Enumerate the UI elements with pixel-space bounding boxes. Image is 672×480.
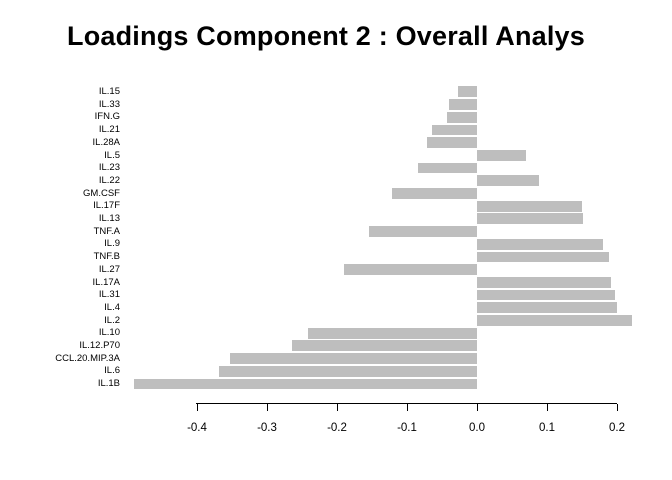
bar-row: IL.28A — [0, 136, 672, 149]
category-label: IL.6 — [104, 365, 120, 377]
bar — [229, 353, 477, 364]
bar — [427, 137, 477, 149]
bar-row: IL.12.P70 — [0, 340, 672, 353]
bar-row: IFN.G — [0, 111, 672, 124]
bar-row: IL.2 — [0, 314, 672, 327]
category-label: IL.22 — [98, 174, 120, 186]
bar — [477, 238, 603, 250]
bar — [446, 111, 477, 123]
x-axis-tick — [617, 403, 618, 411]
bar — [291, 340, 477, 352]
bar — [477, 149, 526, 161]
category-label: IL.17A — [92, 276, 120, 288]
category-label: IL.17F — [93, 200, 120, 212]
bar-row: IL.9 — [0, 238, 672, 251]
category-label: IL.13 — [98, 213, 120, 225]
x-axis-tick-label: -0.2 — [327, 422, 347, 434]
bar — [418, 162, 477, 174]
bar — [431, 124, 477, 136]
x-axis-tick — [407, 403, 408, 411]
bar-row: IL.13 — [0, 213, 672, 226]
bar-row: IL.22 — [0, 174, 672, 187]
bar-row: TNF.A — [0, 225, 672, 238]
category-label: IL.1B — [97, 378, 120, 390]
x-axis-tick — [547, 403, 548, 411]
x-axis-tick-label: -0.4 — [187, 422, 207, 434]
bar-row: IL.17A — [0, 276, 672, 289]
bar-row: IL.15 — [0, 86, 672, 99]
category-label: IFN.G — [94, 111, 120, 123]
x-axis-tick — [197, 403, 198, 411]
bar-row: IL.4 — [0, 301, 672, 314]
category-label: IL.27 — [98, 263, 120, 275]
category-label: IL.10 — [98, 327, 120, 339]
bar — [449, 99, 477, 110]
category-label: GM.CSF — [83, 187, 120, 199]
category-label: IL.31 — [98, 289, 120, 301]
bar-row: IL.31 — [0, 289, 672, 302]
x-axis-tick-label: -0.3 — [257, 422, 277, 434]
category-label: IL.4 — [104, 301, 120, 313]
bar — [458, 86, 477, 98]
bar-row: IL.10 — [0, 327, 672, 340]
bar-row: IL.1B — [0, 378, 672, 391]
bar-row: TNF.B — [0, 251, 672, 264]
bar-row: IL.23 — [0, 162, 672, 175]
bar — [477, 200, 582, 212]
bar — [477, 213, 583, 225]
bar — [477, 276, 611, 288]
x-axis-tick — [477, 403, 478, 411]
x-axis-tick-label: 0.2 — [609, 422, 625, 434]
bar — [134, 378, 477, 390]
bar-row: IL.5 — [0, 149, 672, 162]
category-label: IL.23 — [98, 162, 120, 174]
x-axis-tick-label: 0.0 — [469, 422, 485, 434]
category-label: IL.28A — [92, 136, 120, 148]
bar — [391, 188, 477, 199]
bar-row: IL.21 — [0, 124, 672, 137]
x-axis-tick-label: -0.1 — [397, 422, 417, 434]
bar — [368, 226, 477, 237]
x-axis-tick-label: 0.1 — [539, 422, 555, 434]
category-label: TNF.A — [93, 225, 120, 237]
bar — [344, 264, 477, 276]
x-axis-tick — [267, 403, 268, 411]
bar-row: IL.6 — [0, 365, 672, 378]
x-axis-line — [196, 402, 617, 404]
bar — [477, 251, 610, 263]
bar — [218, 365, 477, 377]
category-label: IL.21 — [98, 124, 120, 136]
bar — [477, 289, 615, 301]
bar-row: IL.17F — [0, 200, 672, 213]
category-label: IL.9 — [104, 238, 120, 250]
category-label: IL.2 — [104, 314, 120, 326]
bar — [477, 302, 617, 314]
x-axis-tick — [337, 403, 338, 411]
bar-row: CCL.20.MIP.3A — [0, 352, 672, 365]
category-label: TNF.B — [93, 251, 120, 263]
bar — [307, 327, 477, 339]
bar-row: GM.CSF — [0, 187, 672, 200]
category-label: IL.15 — [98, 86, 120, 98]
bar-row: IL.33 — [0, 98, 672, 111]
bar — [477, 315, 633, 326]
bar-row: IL.27 — [0, 263, 672, 276]
bar — [477, 175, 539, 187]
chart-title: Loadings Component 2 : Overall Analys — [67, 21, 585, 51]
category-label: IL.33 — [98, 98, 120, 110]
category-label: IL.12.P70 — [79, 340, 120, 352]
category-label: CCL.20.MIP.3A — [55, 352, 120, 364]
category-label: IL.5 — [104, 149, 120, 161]
